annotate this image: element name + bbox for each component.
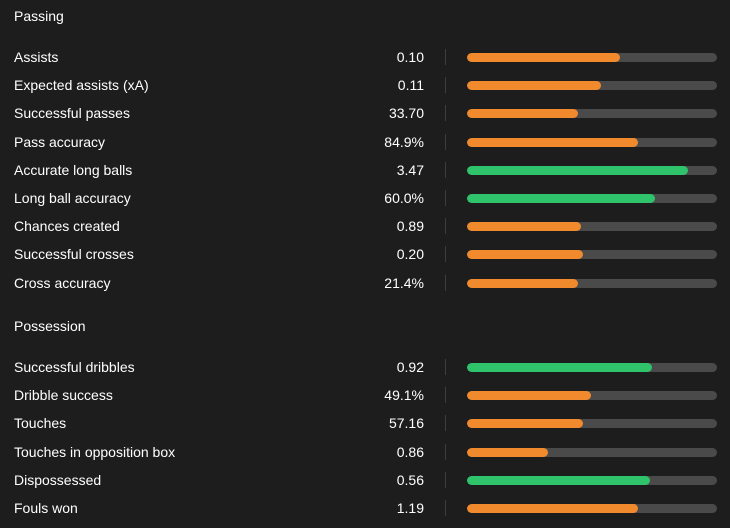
stat-row-long-ball-accuracy: Long ball accuracy 60.0% — [0, 184, 730, 212]
percentile-bar-track — [467, 475, 717, 485]
stat-row-dispossessed: Dispossessed 0.56 — [0, 466, 730, 494]
stat-value: 0.11 — [397, 77, 424, 94]
stat-label: Dispossessed — [14, 471, 102, 488]
percentile-bar-track — [467, 278, 717, 288]
percentile-bar-fill — [467, 109, 579, 119]
stat-value: 33.70 — [388, 105, 424, 122]
percentile-bar-fill — [467, 278, 579, 288]
stat-row-touches: Touches 57.16 — [0, 409, 730, 437]
stat-row-chances-created: Chances created 0.89 — [0, 212, 730, 240]
divider — [445, 246, 446, 263]
stat-row-successful-passes: Successful passes 33.70 — [0, 99, 730, 127]
percentile-bar-track — [467, 447, 717, 457]
stat-value: 3.47 — [396, 161, 424, 178]
percentile-bar-track — [467, 222, 717, 232]
percentile-bar-fill — [467, 391, 591, 401]
stat-row-dribble-success: Dribble success 49.1% — [0, 381, 730, 409]
stat-value: 0.89 — [396, 218, 424, 235]
stat-label: Successful dribbles — [14, 359, 135, 375]
stat-label: Fouls won — [14, 500, 78, 516]
percentile-bar-track — [467, 504, 717, 513]
stat-label: Expected assists (xA) — [14, 77, 149, 94]
percentile-bar-fill — [467, 165, 689, 175]
percentile-bar-track — [467, 81, 717, 91]
stat-row-fouls-won: Fouls won 1.19 — [0, 494, 730, 522]
percentile-bar-fill — [467, 363, 652, 372]
percentile-bar-track — [467, 137, 717, 147]
stat-row-cross-accuracy: Cross accuracy 21.4% — [0, 269, 730, 297]
percentile-bar-track — [467, 165, 717, 175]
stat-row-successful-dribbles: Successful dribbles 0.92 — [0, 353, 730, 381]
stat-label: Successful crosses — [14, 246, 134, 263]
divider — [445, 387, 446, 404]
stat-row-touches-in-opposition-box: Touches in opposition box 0.86 — [0, 438, 730, 466]
percentile-bar-fill — [467, 447, 549, 457]
stat-value: 0.56 — [396, 471, 424, 488]
stat-label: Long ball accuracy — [14, 190, 131, 206]
divider — [445, 274, 446, 291]
stat-value: 21.4% — [384, 274, 424, 291]
divider — [445, 359, 446, 375]
percentile-bar-fill — [467, 222, 581, 232]
divider — [445, 105, 446, 122]
stat-value: 84.9% — [384, 133, 424, 150]
divider — [445, 218, 446, 235]
percentile-bar-fill — [467, 53, 620, 62]
divider — [445, 49, 446, 65]
stat-value: 0.20 — [396, 246, 424, 263]
stat-label: Pass accuracy — [14, 133, 106, 150]
percentile-bar-track — [467, 109, 717, 119]
stat-value: 49.1% — [384, 387, 424, 404]
stat-label: Accurate long balls — [14, 161, 133, 178]
divider — [445, 161, 446, 178]
stat-label: Touches — [14, 415, 67, 432]
percentile-bar-fill — [467, 194, 655, 203]
percentile-bar-track — [467, 250, 717, 260]
stat-value: 0.86 — [396, 443, 424, 460]
stat-label: Dribble success — [14, 387, 113, 404]
divider — [445, 133, 446, 150]
percentile-bar-track — [467, 53, 717, 62]
section-title-possession: Possession — [14, 318, 86, 334]
section-title-passing: Passing — [14, 8, 64, 24]
stat-label: Successful passes — [14, 105, 130, 122]
divider — [445, 190, 446, 206]
stat-value: 1.19 — [396, 500, 424, 516]
stat-label: Cross accuracy — [14, 274, 111, 291]
percentile-bar-fill — [467, 137, 639, 147]
stat-label: Touches in opposition box — [14, 443, 176, 460]
divider — [445, 500, 446, 516]
divider — [445, 77, 446, 94]
stat-value: 60.0% — [384, 190, 424, 206]
percentile-bar-fill — [467, 504, 639, 513]
percentile-bar-track — [467, 363, 717, 372]
percentile-bar-fill — [467, 81, 601, 91]
stat-value: 0.92 — [396, 359, 424, 375]
percentile-bar-track — [467, 391, 717, 401]
stat-label: Chances created — [14, 218, 120, 235]
divider — [445, 415, 446, 432]
stat-value: 57.16 — [388, 415, 424, 432]
stat-row-assists: Assists 0.10 — [0, 43, 730, 71]
divider — [445, 443, 446, 460]
stat-value: 0.10 — [396, 49, 424, 65]
percentile-bar-fill — [467, 475, 650, 485]
stat-row-pass-accuracy: Pass accuracy 84.9% — [0, 128, 730, 156]
percentile-bar-fill — [467, 419, 584, 429]
stat-row-expected-assists-xa: Expected assists (xA) 0.11 — [0, 71, 730, 99]
stat-label: Assists — [14, 49, 59, 65]
percentile-bar-track — [467, 194, 717, 203]
stat-row-successful-crosses: Successful crosses 0.20 — [0, 240, 730, 268]
percentile-bar-track — [467, 419, 717, 429]
percentile-bar-fill — [467, 250, 584, 260]
stat-row-accurate-long-balls: Accurate long balls 3.47 — [0, 156, 730, 184]
divider — [445, 471, 446, 488]
